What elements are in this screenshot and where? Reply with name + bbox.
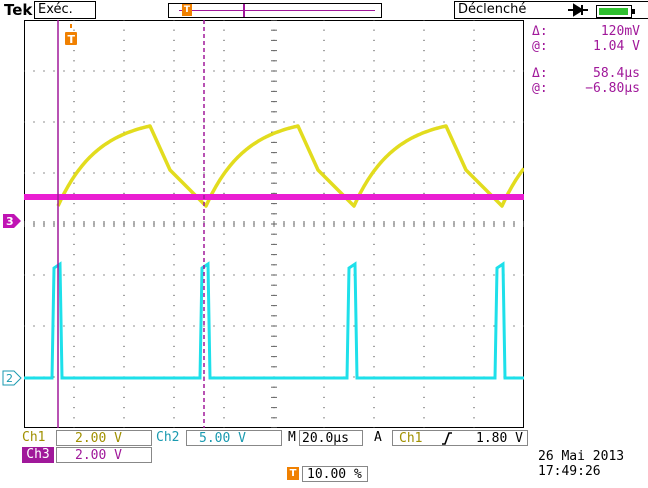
trigger-position-marker: T <box>182 4 192 16</box>
date: 26 Mai 2013 <box>538 449 625 464</box>
cursor-marker-1 <box>243 4 245 17</box>
status-bar: Tek Exéc. T Déclenché <box>0 0 648 20</box>
ch2-scale-value: 5.00 V <box>199 431 246 446</box>
ch2-waveform <box>24 261 524 380</box>
cursor-voltage-delta: 120mV <box>600 24 640 39</box>
ch3-label[interactable]: Ch3 <box>22 447 54 463</box>
trigger-state: Déclenché <box>458 2 527 17</box>
run-state-box <box>34 1 96 19</box>
ch2-marker-label: 2 <box>6 372 13 385</box>
cursor-time-delta: 58.4µs <box>593 66 640 81</box>
cursor-time-delta-label: Δ: <box>532 66 548 81</box>
ch3-scale[interactable]: 2.00 V <box>56 447 152 463</box>
cursor-voltage-at: 1.04 V <box>593 39 640 54</box>
trigger-time-marker[interactable]: T <box>64 24 78 46</box>
timebase-value: 20.0µs <box>302 431 349 446</box>
ch1-waveform <box>56 124 524 208</box>
ch3-ground-marker[interactable]: 3 <box>2 213 21 229</box>
ch3-scale-value: 2.00 V <box>75 448 122 463</box>
brand-logo: Tek <box>4 1 33 19</box>
timebase-scale[interactable]: 20.0µs <box>299 430 363 446</box>
record-position-bar[interactable]: T <box>168 3 382 18</box>
ch2-scale[interactable]: 5.00 V <box>186 430 282 446</box>
graticule <box>24 20 524 428</box>
waveform-display[interactable] <box>24 20 524 428</box>
cursor-time-at: −6.80µs <box>585 81 640 96</box>
trigger-source: Ch1 <box>399 431 423 446</box>
trigger-position-icon: T <box>287 467 299 480</box>
trigger-position-value: 10.00 % <box>307 467 362 482</box>
trigger-position[interactable]: 10.00 % <box>302 466 368 482</box>
battery-icon <box>596 3 636 22</box>
trigger-level: 1.80 V <box>476 431 523 446</box>
ch3-waveform <box>24 194 524 200</box>
trigger-settings[interactable]: Ch1 1.80 V <box>392 430 528 446</box>
ch1-label[interactable]: Ch1 <box>22 430 46 445</box>
ch1-scale[interactable]: 2.00 V <box>56 430 152 446</box>
run-state: Exéc. <box>38 2 73 17</box>
ch2-label[interactable]: Ch2 <box>156 430 180 445</box>
record-position-line <box>179 10 375 11</box>
ch1-scale-value: 2.00 V <box>75 431 122 446</box>
ch3-marker-label: 3 <box>6 215 14 228</box>
cursor-voltage-delta-label: Δ: <box>532 24 548 39</box>
trigger-marker-label: T <box>68 33 76 46</box>
cursor-voltage-at-label: @: <box>532 39 548 54</box>
ch2-ground-marker[interactable]: 2 <box>2 370 22 386</box>
plug-icon <box>566 2 590 21</box>
rising-edge-icon <box>441 432 453 450</box>
trigger-mode: A <box>374 430 382 445</box>
time: 17:49:26 <box>538 464 601 479</box>
timebase-label: M <box>288 430 296 445</box>
cursor-time-at-label: @: <box>532 81 548 96</box>
